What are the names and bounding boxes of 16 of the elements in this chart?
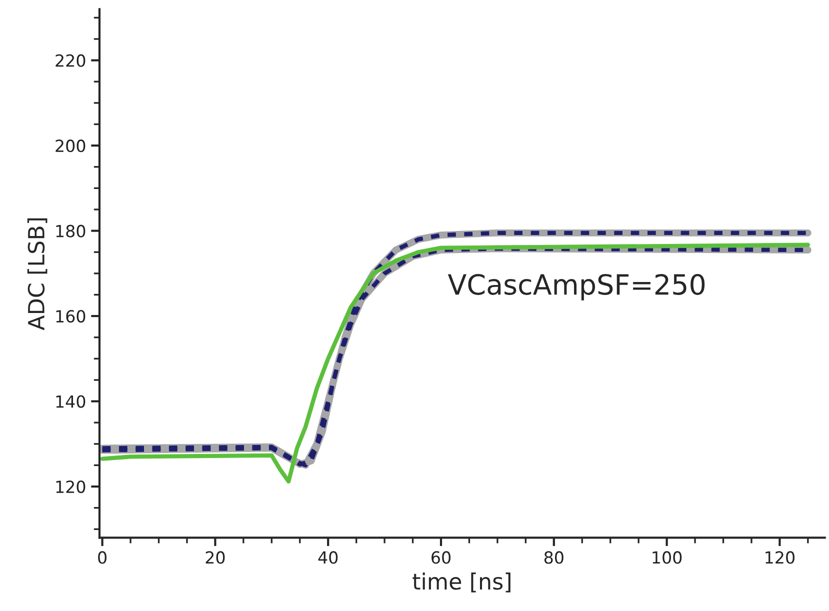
y-tick-label: 220: [56, 54, 86, 67]
y-tick-label: 120: [56, 480, 86, 494]
y-tick-label: 180: [56, 224, 86, 238]
y-tick-label: 140: [56, 395, 86, 408]
x-tick-label: 100: [652, 551, 682, 564]
x-tick-label: 40: [318, 551, 338, 564]
annotation: VCascAmpSF=250: [448, 274, 705, 300]
y-tick-label: 160: [56, 310, 86, 323]
x-tick-label: 80: [544, 551, 564, 564]
x-tick-label: 20: [206, 551, 225, 564]
x-tick-label: 120: [766, 551, 794, 564]
y-tick-label: 200: [56, 140, 86, 152]
x-tick-label: 0: [98, 551, 106, 564]
y-axis-title: ADC [LSB]: [27, 218, 48, 330]
x-tick-label: 60: [432, 551, 450, 564]
x-axis-title: time [ns]: [412, 572, 510, 592]
